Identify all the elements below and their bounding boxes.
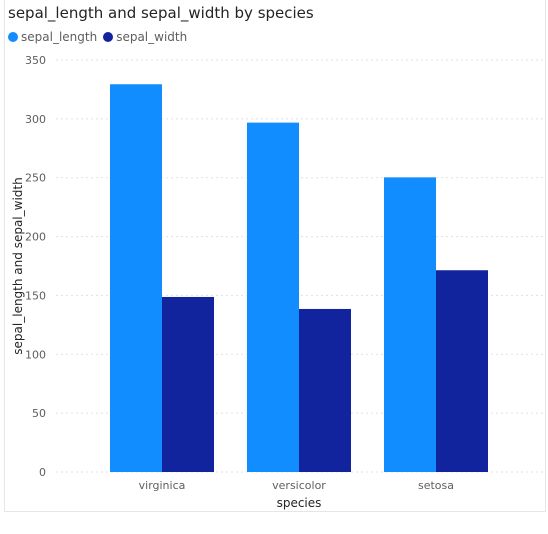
bar-sepal_length-versicolor[interactable] <box>247 122 299 473</box>
y-axis-title: sepal_length and sepal_width <box>11 177 25 354</box>
chart-legend: sepal_length sepal_width <box>8 30 193 44</box>
legend-item-sepal-length[interactable]: sepal_length <box>8 30 97 44</box>
x-axis-title: species <box>277 496 322 510</box>
bars <box>110 84 488 473</box>
y-tick-label: 150 <box>25 289 46 302</box>
y-tick-label: 250 <box>25 172 46 185</box>
bar-sepal_width-setosa[interactable] <box>436 270 488 472</box>
legend-label-sepal-width: sepal_width <box>116 30 188 44</box>
y-tick-label: 350 <box>25 54 46 67</box>
bar-sepal_length-setosa[interactable] <box>384 177 436 472</box>
x-tick-label: versicolor <box>272 479 326 492</box>
y-axis-ticks: 0 50 100 150 200 250 300 350 <box>25 54 46 479</box>
y-tick-label: 50 <box>32 407 46 420</box>
y-tick-label: 300 <box>25 113 46 126</box>
legend-label-sepal-length: sepal_length <box>21 30 98 44</box>
chart-title: sepal_length and sepal_width by species <box>8 4 314 22</box>
x-tick-label: virginica <box>139 479 186 492</box>
y-tick-label: 200 <box>25 231 46 244</box>
bar-sepal_length-virginica[interactable] <box>110 84 162 472</box>
legend-item-sepal-width[interactable]: sepal_width <box>103 30 187 44</box>
legend-swatch-sepal-width <box>103 32 114 42</box>
legend-swatch-sepal-length <box>8 32 18 42</box>
bar-sepal_width-versicolor[interactable] <box>299 308 351 472</box>
y-tick-label: 100 <box>25 348 46 361</box>
bar-sepal_width-virginica[interactable] <box>162 296 214 472</box>
x-tick-label: setosa <box>418 479 454 492</box>
x-axis-ticks: virginica versicolor setosa <box>139 479 454 492</box>
y-tick-label: 0 <box>39 466 46 479</box>
